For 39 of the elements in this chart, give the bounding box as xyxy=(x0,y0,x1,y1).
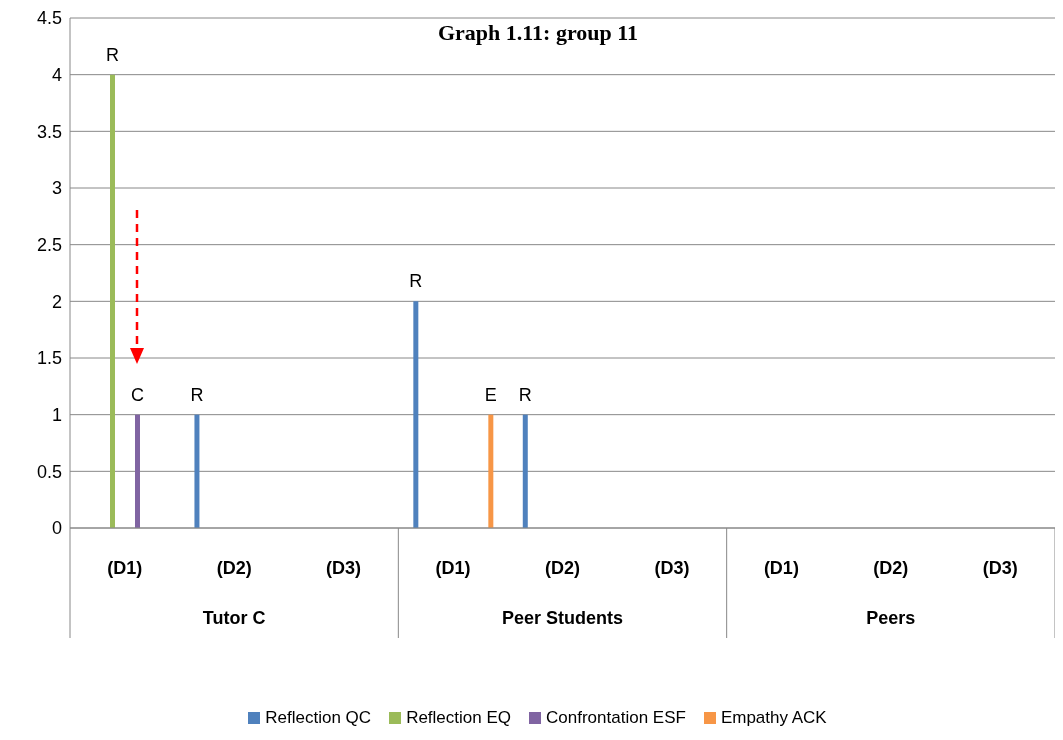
bar xyxy=(110,74,115,528)
data-label: E xyxy=(484,384,497,405)
bar xyxy=(522,414,528,528)
legend-label: Empathy ACK xyxy=(719,708,827,728)
x-tick-label: (D1) xyxy=(763,558,799,578)
bar xyxy=(135,414,140,528)
y-tick-label: 3 xyxy=(51,178,62,199)
x-tick-label: (D3) xyxy=(654,558,690,578)
x-tick-label: (D2) xyxy=(873,558,909,578)
data-label: R xyxy=(106,44,119,65)
y-tick-label: 3.5 xyxy=(36,121,62,142)
y-tick-label: 1.5 xyxy=(36,348,62,369)
x-tick-label: (D1) xyxy=(107,558,143,578)
x-tick-label: (D3) xyxy=(982,558,1018,578)
data-label: R xyxy=(409,271,423,292)
x-tick-label: (D3) xyxy=(326,558,362,578)
legend-label: Reflection EQ xyxy=(405,708,512,728)
y-tick-label: 4.5 xyxy=(36,8,62,29)
text: Tutor C xyxy=(202,608,266,628)
y-tick-label: 0.5 xyxy=(36,461,62,482)
text: Peer Students xyxy=(501,608,624,628)
y-tick-label: 0 xyxy=(51,518,62,539)
x-tick-label: (D2) xyxy=(545,558,580,578)
y-tick-label: 4 xyxy=(51,65,62,86)
chart-title: Graph 1.11: group 11 xyxy=(436,20,640,46)
y-tick-label: 2.5 xyxy=(36,235,62,256)
y-tick-label: 1 xyxy=(51,405,62,426)
x-tick-label: (D2) xyxy=(216,558,252,578)
x-tick-label: (D1) xyxy=(435,558,471,578)
bar xyxy=(488,414,494,528)
legend-label: Reflection QC xyxy=(264,708,372,728)
bar xyxy=(194,414,200,528)
legend-label: Confrontation ESF xyxy=(545,708,686,728)
y-tick-label: 2 xyxy=(51,291,62,312)
data-label: C xyxy=(131,384,144,405)
data-label: R xyxy=(518,384,532,405)
data-label: R xyxy=(190,384,204,405)
bar xyxy=(413,301,419,528)
text: Peers xyxy=(866,608,916,628)
